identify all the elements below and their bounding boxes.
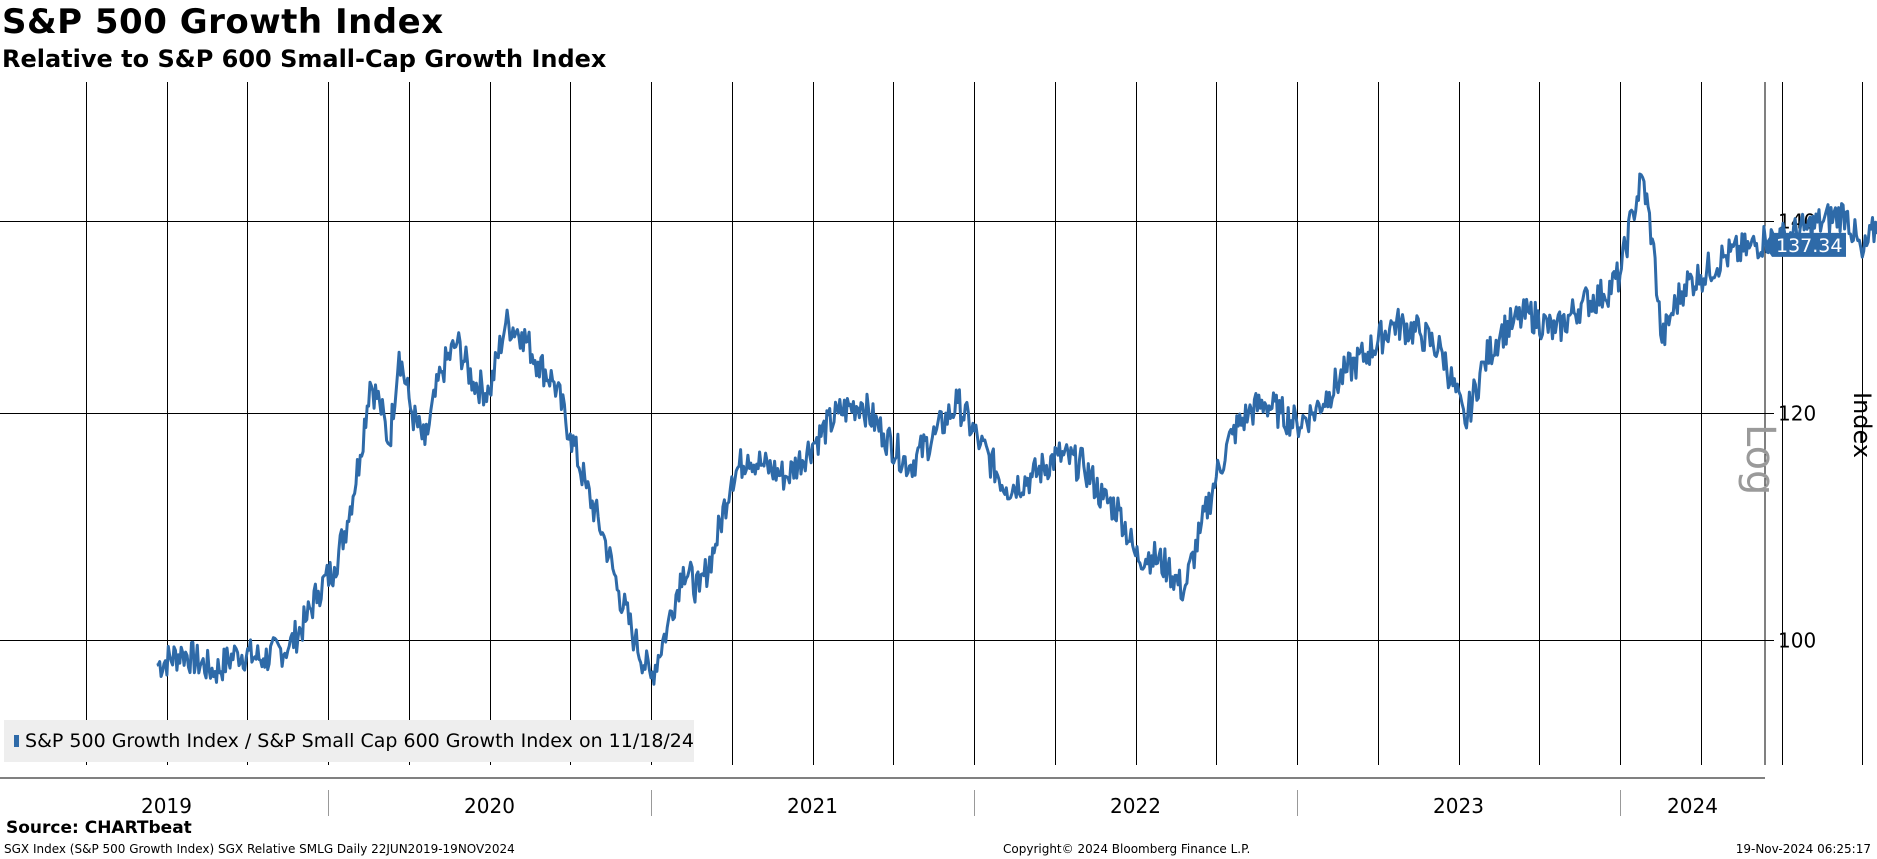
x-tick-label: 2023 bbox=[1433, 794, 1484, 818]
last-value-marker: 137.34 bbox=[1764, 232, 1846, 257]
last-value-box bbox=[1764, 232, 1846, 257]
legend-label: S&P 500 Growth Index / S&P Small Cap 600… bbox=[25, 730, 694, 752]
x-tick-label: 2019 bbox=[141, 794, 192, 818]
x-axis-ticks: 2019 2020 2021 2022 2023 2024 bbox=[141, 790, 1718, 818]
legend: S&P 500 Growth Index / S&P Small Cap 600… bbox=[4, 720, 694, 762]
x-tick-label: 2021 bbox=[787, 794, 838, 818]
x-tick-label: 2024 bbox=[1667, 794, 1718, 818]
legend-swatch bbox=[14, 735, 20, 747]
vertical-gridlines bbox=[86, 82, 1863, 765]
footer-copyright: Copyright© 2024 Bloomberg Finance L.P. bbox=[1003, 842, 1251, 856]
last-value-label: 137.34 bbox=[1776, 235, 1842, 257]
y-tick-label: 100 bbox=[1778, 629, 1816, 653]
x-tick-label: 2020 bbox=[464, 794, 515, 818]
x-tick-label: 2022 bbox=[1110, 794, 1161, 818]
log-scale-label: Log bbox=[1737, 424, 1783, 496]
chart-title: S&P 500 Growth Index bbox=[2, 2, 444, 42]
footer-timestamp: 19-Nov-2024 06:25:17 bbox=[1735, 842, 1871, 856]
y-axis-label: Index bbox=[1848, 392, 1876, 459]
y-tick-label: 120 bbox=[1778, 402, 1816, 426]
source-label: Source: CHARTbeat bbox=[6, 818, 192, 838]
series-line bbox=[156, 172, 1877, 686]
footer-ticker-info: SGX Index (S&P 500 Growth Index) SGX Rel… bbox=[4, 842, 515, 856]
chart-subtitle: Relative to S&P 600 Small-Cap Growth Ind… bbox=[2, 45, 607, 73]
